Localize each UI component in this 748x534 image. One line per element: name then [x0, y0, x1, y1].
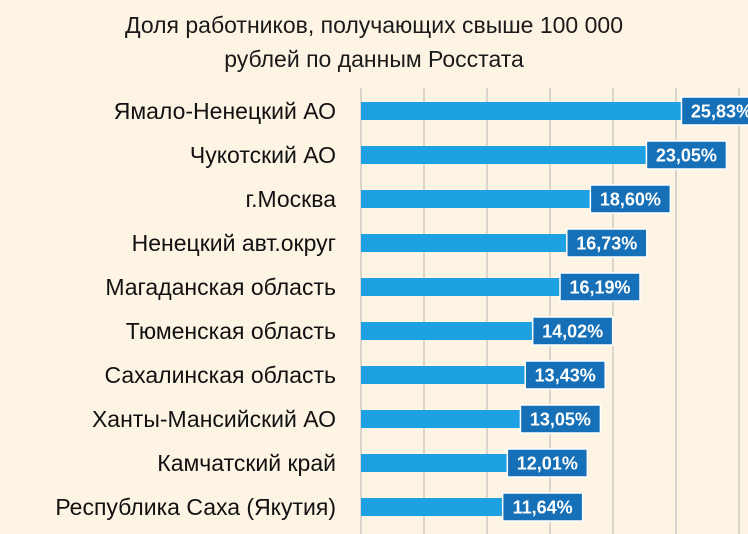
data-label-box: [506, 448, 589, 478]
bar: [361, 190, 596, 208]
data-label-box: [680, 96, 748, 126]
category-label: Сахалинская область: [104, 362, 336, 388]
data-label-box: [645, 140, 728, 170]
bar: [361, 454, 513, 472]
category-label: Чукотский АО: [190, 142, 336, 168]
category-label: Камчатский край: [157, 450, 336, 476]
data-label: 12,01%: [517, 454, 578, 474]
data-label: 18,60%: [600, 190, 661, 210]
data-label: 11,64%: [513, 498, 573, 518]
data-label-box: [501, 492, 584, 522]
category-label: Республика Саха (Якутия): [55, 494, 336, 520]
data-label: 16,19%: [569, 278, 630, 298]
data-label-box: [589, 184, 672, 214]
chart-title-line-2: рублей по данным Росстата: [224, 46, 524, 72]
data-label: 13,05%: [530, 410, 591, 430]
bar: [361, 498, 508, 516]
data-label-box: [566, 228, 648, 258]
category-label: Тюменская область: [126, 318, 336, 344]
data-label-box: [519, 404, 602, 434]
data-label-box: [531, 316, 614, 346]
bars: [361, 102, 687, 516]
bar: [361, 102, 687, 120]
bar: [361, 278, 565, 296]
data-label: 16,73%: [576, 234, 637, 254]
category-label: Ненецкий авт.округ: [132, 230, 336, 256]
bar: [361, 146, 652, 164]
bar: [361, 366, 531, 384]
bar: [361, 322, 538, 340]
chart-title-line-1: Доля работников, получающих свыше 100 00…: [125, 12, 623, 38]
bar: [361, 410, 526, 428]
data-labels: 25,83% 23,05% 18,60% 16,73% 16,19% 14,02% 13,4…: [501, 96, 748, 522]
data-label: 14,02%: [542, 322, 603, 342]
data-label: 13,43%: [535, 366, 596, 386]
data-label-box: [559, 272, 641, 302]
category-label: Ямало-Ненецкий АО: [114, 98, 336, 124]
data-label: 25,83%: [691, 102, 748, 122]
category-label: г.Москва: [246, 186, 337, 212]
data-label-box: [524, 360, 606, 390]
category-label: Ханты-Мансийский АО: [92, 406, 336, 432]
data-label: 23,05%: [656, 146, 717, 166]
bar: [361, 234, 572, 252]
category-labels: Ямало-Ненецкий АО Чукотский АО г.Москва Нен…: [55, 98, 336, 520]
category-label: Магаданская область: [105, 274, 336, 300]
